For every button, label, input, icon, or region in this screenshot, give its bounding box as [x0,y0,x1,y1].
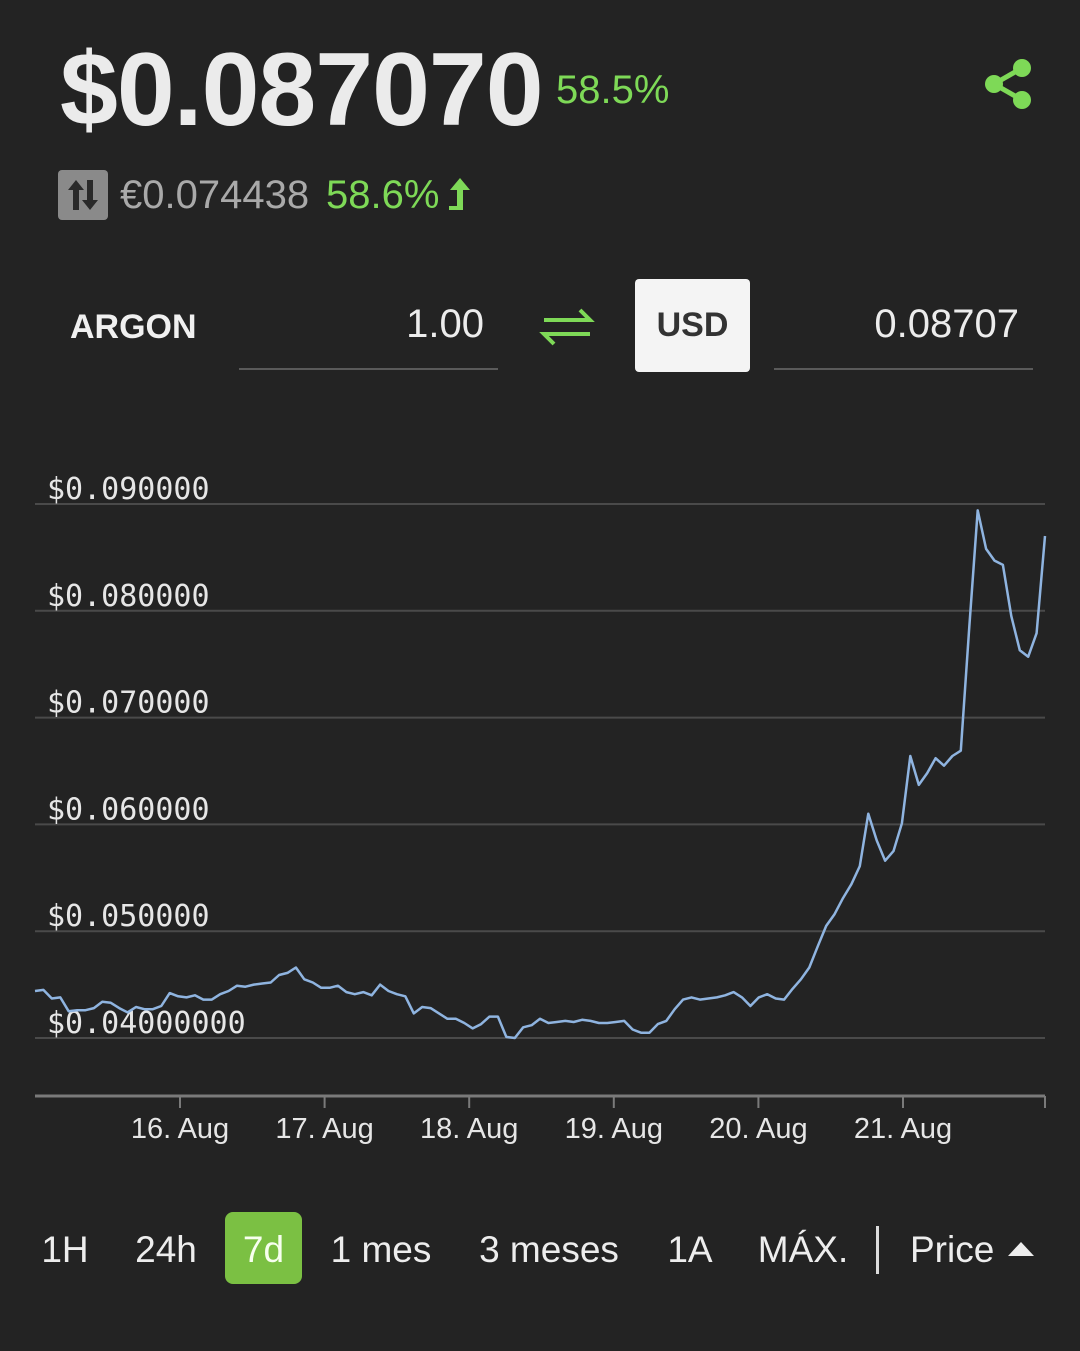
x-tick-label: 17. Aug [275,1113,373,1145]
divider [876,1226,879,1274]
current-price: $0.087070 [60,32,544,148]
range-3-months-button[interactable]: 3 meses [479,1229,619,1270]
y-tick-label: $0.080000 [47,579,210,614]
x-tick-label: 19. Aug [565,1113,663,1145]
up-down-arrows-icon[interactable] [58,170,108,220]
price-change-percent: 58.5% [556,68,670,112]
secondary-price-change: 58.6% [326,173,440,217]
time-range-bar: 1H 24h 7d 1 mes 3 meses 1A MÁX. Price [0,1212,1080,1288]
range-1-month-button[interactable]: 1 mes [330,1229,432,1270]
x-tick-label: 18. Aug [420,1113,518,1145]
range-1h-button[interactable]: 1H [41,1229,89,1270]
up-arrow-icon [449,178,470,210]
price-sort-button[interactable]: Price [910,1229,995,1270]
price-chart[interactable]: $0.090000 $0.080000 $0.070000 $0.060000 $0.0… [0,440,1080,1170]
secondary-currency-price: €0.074438 [120,173,310,217]
y-tick-label: $0.070000 [47,686,210,721]
y-tick-label: $0.090000 [47,472,210,507]
x-tick-label: 20. Aug [709,1113,807,1145]
x-tick-label: 16. Aug [131,1113,229,1145]
coin-amount-input[interactable] [239,296,498,370]
range-1-year-button[interactable]: 1A [667,1229,713,1270]
coin-symbol: ARGON [70,308,197,346]
y-tick-label: $0.060000 [47,792,210,827]
range-max-button[interactable]: MÁX. [757,1229,849,1270]
caret-up-icon[interactable] [1008,1242,1034,1256]
swap-arrows-icon[interactable] [536,302,598,352]
y-tick-label: $0.04000000 [47,1006,246,1041]
price-series-line [34,509,1047,1040]
range-24h-button[interactable]: 24h [135,1229,197,1270]
currency-amount-input[interactable] [774,296,1033,370]
x-tick-label: 21. Aug [854,1113,952,1145]
share-icon[interactable] [980,56,1036,112]
currency-select-button[interactable]: USD [635,279,750,372]
range-7d-button[interactable]: 7d [225,1212,302,1284]
y-tick-label: $0.050000 [47,899,210,934]
